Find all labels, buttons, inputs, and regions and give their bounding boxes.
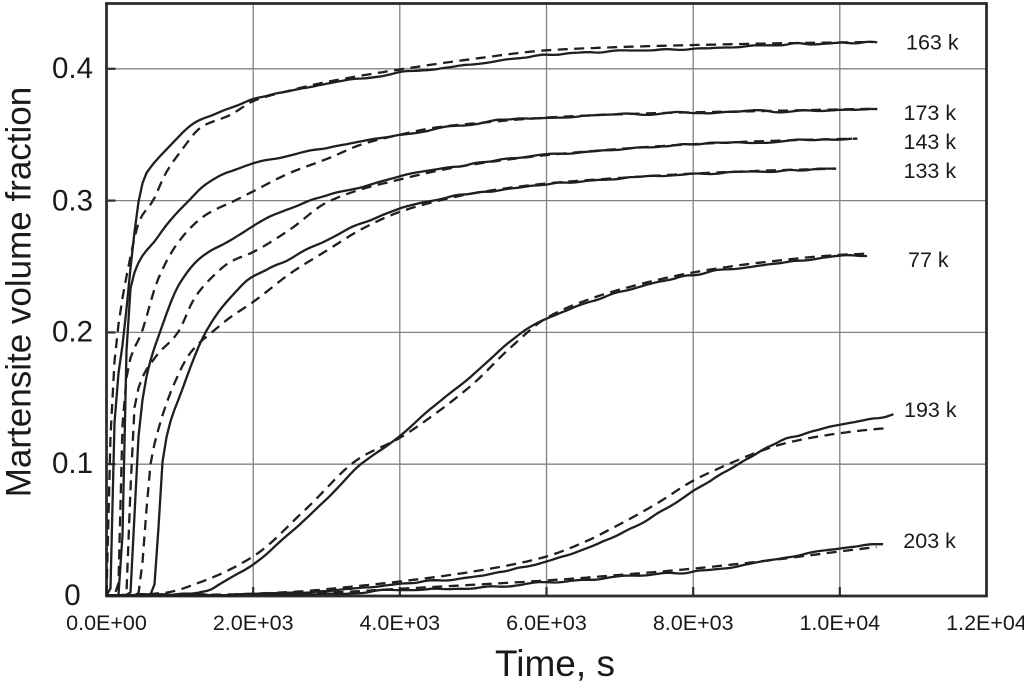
svg-text:4.0E+03: 4.0E+03 bbox=[359, 611, 440, 635]
svg-text:6.0E+03: 6.0E+03 bbox=[506, 611, 587, 635]
svg-text:173 k: 173 k bbox=[904, 101, 957, 125]
svg-text:1.0E+04: 1.0E+04 bbox=[799, 611, 880, 635]
svg-text:143 k: 143 k bbox=[904, 130, 957, 154]
svg-text:163 k: 163 k bbox=[906, 30, 959, 54]
svg-text:1.2E+04: 1.2E+04 bbox=[946, 611, 1024, 635]
svg-text:8.0E+03: 8.0E+03 bbox=[653, 611, 734, 635]
svg-text:77 k: 77 k bbox=[908, 248, 949, 272]
svg-text:0.4: 0.4 bbox=[52, 52, 93, 85]
svg-text:0.3: 0.3 bbox=[52, 185, 93, 218]
svg-text:2.0E+03: 2.0E+03 bbox=[213, 611, 294, 635]
svg-text:193 k: 193 k bbox=[904, 398, 957, 422]
svg-text:0.0E+00: 0.0E+00 bbox=[66, 611, 147, 635]
svg-text:Time, s: Time, s bbox=[495, 643, 615, 683]
svg-text:203 k: 203 k bbox=[903, 529, 956, 553]
svg-text:133 k: 133 k bbox=[904, 159, 957, 183]
svg-text:0.2: 0.2 bbox=[52, 316, 93, 349]
svg-text:0: 0 bbox=[64, 579, 80, 612]
svg-text:Martensite volume fraction: Martensite volume fraction bbox=[0, 87, 39, 497]
svg-text:0.1: 0.1 bbox=[52, 447, 93, 480]
